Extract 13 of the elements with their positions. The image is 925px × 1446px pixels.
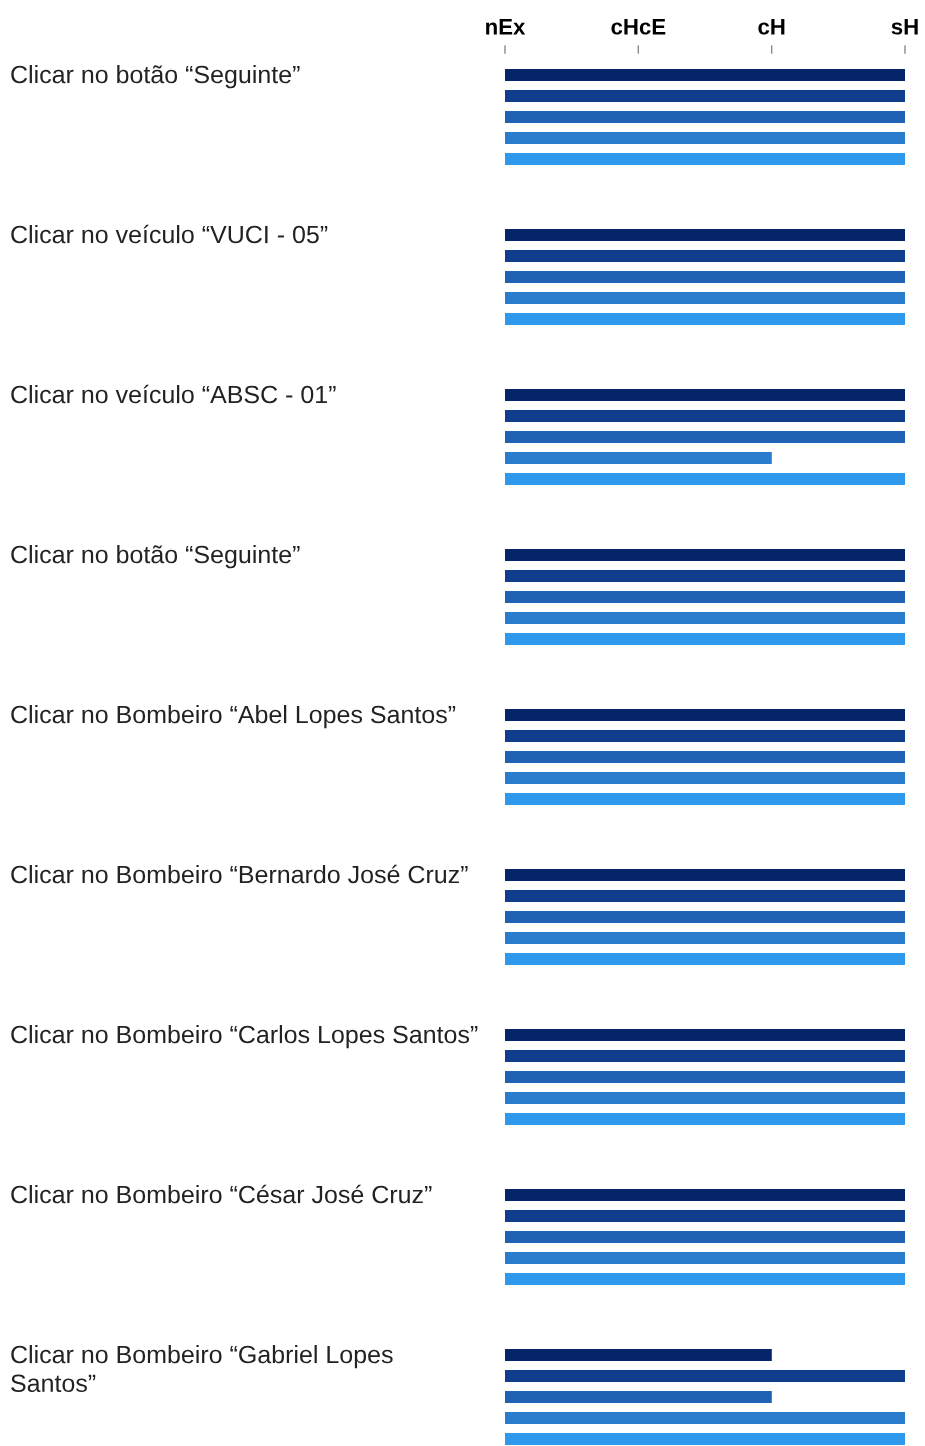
y-tick-label: Clicar no Bombeiro “Abel Lopes Santos” bbox=[11, 705, 456, 729]
y-tick-label: Clicar no botão “Seguinte” bbox=[11, 65, 300, 89]
y-tick-label: Clicar no Bombeiro “Carlos Lopes Santos” bbox=[11, 1025, 478, 1049]
text: cHcE bbox=[611, 19, 666, 35]
text: nEx bbox=[486, 19, 526, 35]
y-tick-label: Clicar no Bombeiro “Gabriel Lopes Santos” bbox=[11, 1345, 393, 1393]
y-tick-label: Clicar no veículo “ABSC - 01” bbox=[11, 384, 336, 404]
y-tick-label: Clicar no Bombeiro “César José Cruz” bbox=[11, 1184, 432, 1204]
y-tick-label: Clicar no Bombeiro “Bernardo José Cruz” bbox=[11, 864, 468, 884]
y-tick-label: Clicar no botão “Seguinte” bbox=[11, 545, 300, 569]
y-tick-label: Clicar no veículo “VUCI - 05” bbox=[11, 224, 328, 244]
text: cH bbox=[758, 19, 785, 35]
text: sH bbox=[891, 19, 918, 35]
